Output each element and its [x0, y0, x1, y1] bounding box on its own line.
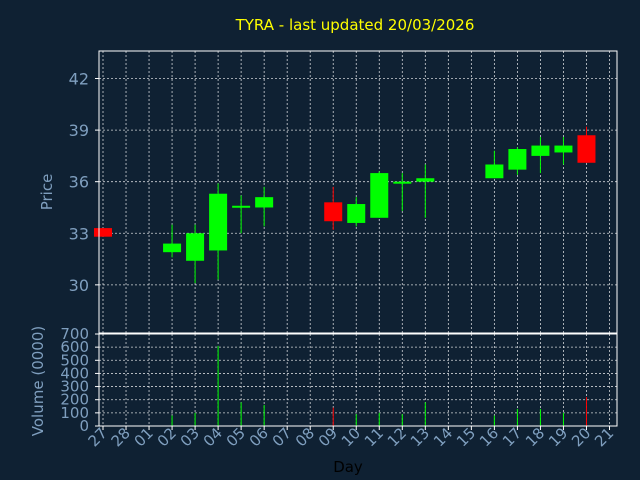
candle-body: [370, 173, 389, 218]
candle-05: [232, 195, 251, 234]
volume-tick-label: 100: [60, 404, 89, 422]
candle-body: [186, 233, 205, 261]
price-tick-label: 33: [69, 224, 89, 243]
chart-title: TYRA - last updated 20/03/2026: [235, 16, 475, 34]
day-tick-labels: 2728010203040506070809101112131415161718…: [85, 424, 618, 450]
candle-body: [324, 202, 343, 222]
candle-03: [186, 224, 205, 284]
candle-02: [163, 224, 182, 258]
volume-tick-label: 0: [79, 417, 89, 435]
candle-27: [94, 228, 112, 237]
candle-10: [347, 197, 366, 227]
candle-body: [393, 181, 412, 184]
candle-body: [163, 243, 182, 253]
candle-11: [370, 171, 389, 218]
volume-tick-label: 300: [60, 378, 89, 396]
candle-body: [232, 205, 251, 208]
volume-tick-label: 400: [60, 364, 89, 382]
candle-06: [255, 186, 274, 227]
volume-plot-frame: [98, 333, 618, 427]
candle-20: [577, 126, 596, 163]
price-tick-label: 39: [69, 121, 89, 140]
price-tick-label: 42: [69, 70, 89, 89]
price-tick-labels: 30 33 36 39 42: [69, 70, 89, 295]
candle-19: [554, 136, 573, 165]
candle-body: [531, 145, 550, 156]
candle-12: [393, 173, 412, 211]
price-tick-label: 30: [69, 276, 89, 295]
candle-09: [324, 186, 343, 230]
day-axis-label: Day: [333, 458, 363, 476]
candle-body: [94, 228, 112, 237]
candle-13: [416, 164, 435, 218]
price-plot-frame: [98, 50, 618, 334]
candle-body: [554, 145, 573, 153]
volume-bars: [171, 345, 587, 426]
volume-tick-label: 500: [60, 351, 89, 369]
candle-04: [209, 183, 228, 280]
candles: [94, 126, 596, 284]
volume-axis-label: Volume (0000): [29, 326, 47, 436]
volume-tick-label: 700: [60, 325, 89, 343]
candle-body: [209, 193, 228, 251]
candle-17: [508, 147, 527, 175]
volume-tick-label: 600: [60, 338, 89, 356]
candle-body: [508, 149, 527, 170]
candle-body: [485, 164, 504, 179]
price-axis-label: Price: [38, 174, 56, 211]
candle-body: [347, 204, 366, 223]
candle-16: [485, 150, 504, 179]
candle-body: [255, 197, 274, 208]
volume-tick-label: 200: [60, 391, 89, 409]
price-tick-label: 36: [69, 173, 89, 192]
candle-18: [531, 136, 550, 174]
candle-body: [577, 135, 596, 163]
candle-body: [416, 178, 435, 182]
